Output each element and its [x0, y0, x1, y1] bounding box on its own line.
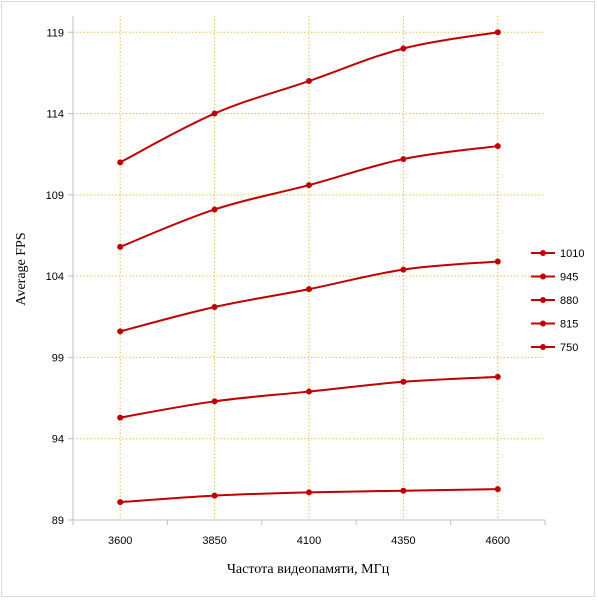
y-tick-label: 99 [52, 352, 64, 364]
y-tick-label: 119 [46, 27, 64, 39]
x-tick-label: 4100 [297, 535, 321, 547]
data-point-945-4350 [400, 156, 407, 163]
data-point-815-4100 [306, 388, 312, 395]
data-point-815-4350 [400, 378, 407, 385]
y-tick-label: 104 [46, 271, 64, 283]
data-point-750-4100 [306, 489, 312, 496]
x-tick-label: 4350 [391, 535, 415, 547]
data-point-1010-4350 [400, 45, 407, 52]
legend-label-750: 750 [560, 342, 578, 354]
y-tick-label: 109 [46, 190, 64, 202]
grid-layer [73, 16, 545, 520]
x-tick-label: 4600 [486, 535, 510, 547]
data-point-880-4600 [494, 258, 501, 265]
x-tick-label: 3850 [202, 535, 226, 547]
y-tick-label: 89 [52, 515, 64, 527]
data-point-880-3600 [117, 328, 124, 335]
series-line-815 [120, 375, 498, 419]
legend-marker-880 [540, 297, 546, 303]
data-point-1010-3850 [211, 110, 218, 117]
legend-label-815: 815 [560, 319, 578, 331]
legend-marker-945 [540, 273, 546, 280]
data-point-945-3850 [211, 206, 218, 213]
y-tick-label: 114 [46, 109, 64, 121]
series-line-945 [119, 145, 498, 248]
data-point-750-4350 [400, 487, 407, 494]
data-point-1010-4100 [306, 78, 312, 85]
data-point-945-4600 [494, 143, 501, 150]
legend-marker-815 [540, 320, 546, 327]
data-point-945-3600 [117, 243, 124, 250]
data-point-1010-4600 [494, 29, 501, 36]
y-tick-label: 94 [52, 434, 64, 446]
data-point-750-3850 [211, 492, 218, 499]
data-point-750-3600 [117, 499, 124, 506]
legend-label-880: 880 [560, 295, 578, 307]
data-point-880-3850 [211, 304, 218, 311]
axis-layer: 89 94 99 104 109 114 119 3600 3850 4100 4350 4600 [46, 16, 546, 547]
data-point-945-4100 [306, 182, 312, 189]
legend-marker-1010 [540, 250, 546, 256]
data-point-815-3600 [117, 414, 124, 421]
legend: 1010 945 880 815 750 [531, 248, 584, 354]
series-layer [117, 29, 501, 506]
data-point-880-4350 [400, 266, 407, 273]
data-point-815-3850 [211, 398, 218, 405]
data-point-1010-3600 [117, 159, 124, 166]
data-point-815-4600 [494, 373, 501, 380]
x-tick-label: 3600 [108, 535, 132, 547]
y-axis-title: Average FPS [14, 232, 29, 305]
x-axis-title: Частота видеопамяти, МГц [227, 562, 390, 577]
legend-label-1010: 1010 [560, 248, 584, 260]
legend-marker-750 [540, 344, 546, 350]
legend-label-945: 945 [560, 272, 578, 284]
data-point-880-4100 [306, 286, 312, 293]
data-point-750-4600 [494, 486, 501, 493]
